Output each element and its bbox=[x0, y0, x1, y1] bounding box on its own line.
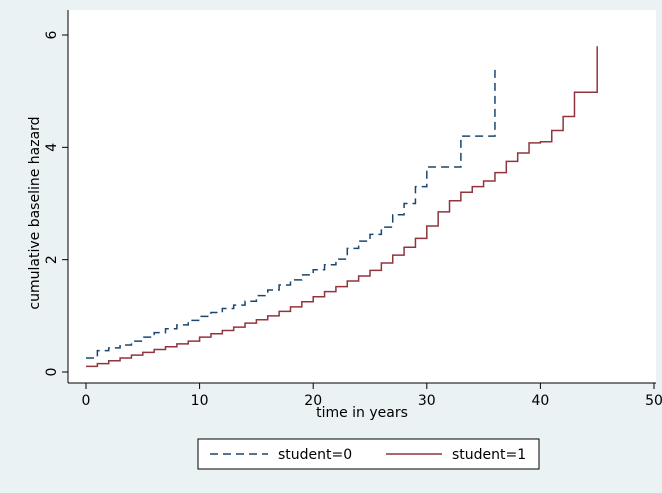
x-tick-label: 50 bbox=[645, 393, 662, 409]
series-layer bbox=[86, 46, 598, 368]
plot-area bbox=[68, 10, 656, 383]
legend: student=0 student=1 bbox=[197, 438, 540, 470]
x-tick-label: 10 bbox=[191, 393, 209, 409]
y-tick-label: 2 bbox=[44, 255, 60, 264]
x-tick-label: 0 bbox=[82, 393, 91, 409]
axes bbox=[67, 10, 656, 384]
y-ticks: 0 2 4 6 bbox=[44, 30, 68, 376]
y-axis-title: cumulative baseline hazard bbox=[27, 116, 43, 309]
y-tick-label: 4 bbox=[44, 143, 60, 152]
legend-label-student-0: student=0 bbox=[278, 447, 352, 463]
legend-label-student-1: student=1 bbox=[452, 447, 526, 463]
series-line-student-0 bbox=[86, 68, 496, 359]
y-tick-label: 6 bbox=[44, 30, 60, 39]
x-tick-label: 40 bbox=[531, 393, 549, 409]
x-tick-label: 20 bbox=[304, 393, 322, 409]
x-axis-title: time in years bbox=[316, 405, 408, 421]
series-line-student-1 bbox=[86, 46, 598, 368]
y-tick-label: 0 bbox=[44, 368, 60, 377]
x-ticks: 0 10 20 30 40 50 bbox=[82, 383, 662, 409]
x-tick-label: 30 bbox=[418, 393, 436, 409]
